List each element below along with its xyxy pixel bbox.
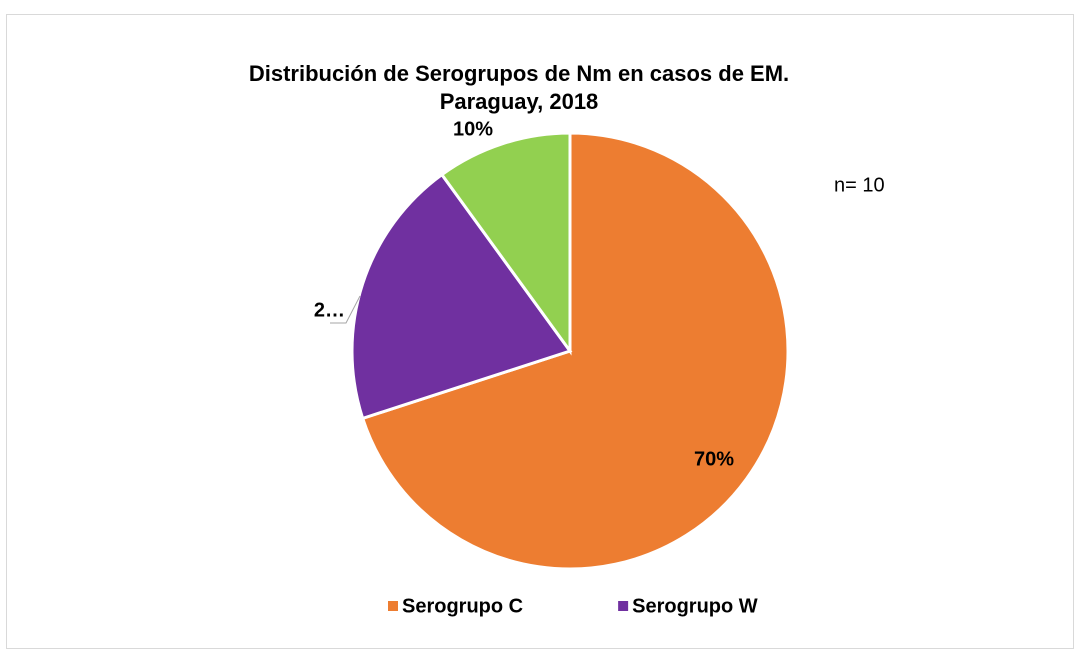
chart-title: Paraguay, 2018 xyxy=(440,89,599,114)
legend-label: Serogrupo C xyxy=(402,595,523,617)
data-label: 70% xyxy=(694,448,734,470)
pie-slice xyxy=(439,131,572,356)
data-label: 10% xyxy=(453,118,493,140)
pie-slice xyxy=(360,131,790,571)
annotation: n= 10 xyxy=(834,174,885,196)
data-label: 2… xyxy=(314,299,345,321)
pie-slice xyxy=(350,172,573,421)
legend-swatch xyxy=(388,601,398,611)
legend-swatch xyxy=(618,601,629,611)
legend-label: Serogrupo W xyxy=(632,595,758,617)
chart-title: Distribución de Serogrupos de Nm en caso… xyxy=(249,61,789,86)
leader-line xyxy=(330,295,361,324)
